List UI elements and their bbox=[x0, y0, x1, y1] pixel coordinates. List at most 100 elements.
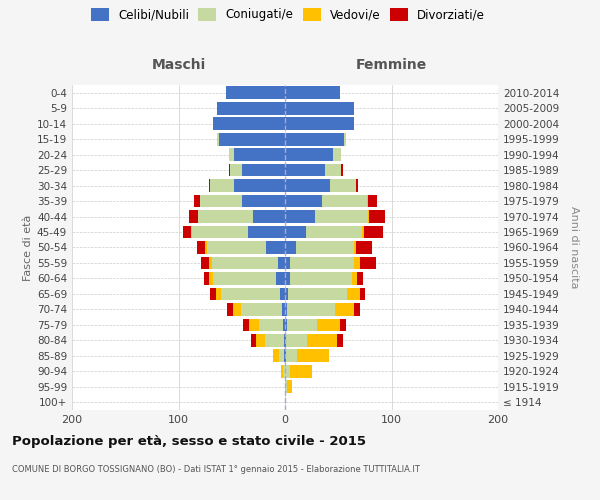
Bar bbox=[333, 148, 341, 161]
Bar bbox=[285, 350, 286, 362]
Bar bbox=[233, 303, 241, 316]
Bar bbox=[278, 350, 284, 362]
Bar bbox=[194, 194, 200, 207]
Bar bbox=[229, 148, 234, 161]
Bar bbox=[322, 194, 367, 207]
Bar bbox=[307, 334, 337, 346]
Bar bbox=[211, 179, 234, 192]
Bar bbox=[209, 256, 212, 270]
Bar bbox=[281, 365, 283, 378]
Bar bbox=[285, 164, 325, 176]
Bar bbox=[297, 350, 329, 362]
Bar bbox=[285, 148, 333, 161]
Text: Femmine: Femmine bbox=[356, 58, 427, 72]
Bar bbox=[354, 241, 356, 254]
Bar bbox=[212, 256, 278, 270]
Bar bbox=[286, 350, 297, 362]
Bar bbox=[282, 303, 285, 316]
Bar bbox=[234, 148, 285, 161]
Bar bbox=[204, 272, 209, 285]
Bar bbox=[283, 318, 285, 331]
Bar bbox=[347, 288, 359, 300]
Bar bbox=[284, 350, 285, 362]
Bar bbox=[325, 164, 341, 176]
Bar bbox=[359, 256, 376, 270]
Bar bbox=[335, 303, 354, 316]
Bar bbox=[193, 226, 248, 238]
Bar bbox=[285, 210, 315, 223]
Bar bbox=[207, 241, 266, 254]
Bar bbox=[285, 318, 287, 331]
Bar bbox=[364, 226, 383, 238]
Bar bbox=[219, 133, 285, 145]
Y-axis label: Anni di nascita: Anni di nascita bbox=[569, 206, 579, 288]
Bar bbox=[201, 256, 209, 270]
Bar bbox=[290, 365, 311, 378]
Bar bbox=[290, 272, 352, 285]
Bar bbox=[200, 194, 242, 207]
Bar bbox=[356, 241, 373, 254]
Bar bbox=[315, 210, 368, 223]
Bar bbox=[248, 226, 285, 238]
Bar bbox=[359, 288, 365, 300]
Bar bbox=[229, 164, 230, 176]
Bar bbox=[251, 334, 256, 346]
Bar bbox=[216, 288, 221, 300]
Bar bbox=[217, 133, 219, 145]
Bar bbox=[253, 210, 285, 223]
Bar bbox=[285, 303, 287, 316]
Bar bbox=[287, 318, 317, 331]
Bar bbox=[284, 334, 285, 346]
Bar bbox=[278, 256, 285, 270]
Bar bbox=[368, 210, 369, 223]
Bar bbox=[217, 102, 285, 115]
Bar bbox=[256, 334, 265, 346]
Bar bbox=[285, 118, 354, 130]
Y-axis label: Fasce di età: Fasce di età bbox=[23, 214, 33, 280]
Bar bbox=[189, 210, 197, 223]
Bar bbox=[266, 241, 285, 254]
Bar bbox=[337, 334, 343, 346]
Bar bbox=[296, 241, 354, 254]
Bar bbox=[280, 288, 285, 300]
Bar bbox=[221, 288, 280, 300]
Bar bbox=[285, 241, 296, 254]
Bar bbox=[362, 226, 364, 238]
Bar bbox=[367, 194, 368, 207]
Bar bbox=[356, 179, 358, 192]
Text: Maschi: Maschi bbox=[151, 58, 206, 72]
Bar bbox=[241, 303, 282, 316]
Bar bbox=[244, 318, 249, 331]
Bar bbox=[277, 272, 285, 285]
Bar bbox=[287, 303, 335, 316]
Bar bbox=[368, 194, 377, 207]
Bar bbox=[230, 164, 242, 176]
Bar bbox=[249, 318, 259, 331]
Bar bbox=[354, 303, 359, 316]
Bar bbox=[285, 179, 330, 192]
Bar bbox=[285, 86, 340, 99]
Bar bbox=[197, 210, 253, 223]
Bar bbox=[191, 226, 193, 238]
Bar bbox=[286, 334, 307, 346]
Bar bbox=[212, 272, 277, 285]
Bar bbox=[307, 226, 362, 238]
Bar bbox=[369, 210, 385, 223]
Bar bbox=[340, 318, 346, 331]
Bar bbox=[209, 272, 212, 285]
Bar bbox=[205, 241, 207, 254]
Bar bbox=[283, 365, 285, 378]
Bar bbox=[183, 226, 191, 238]
Bar bbox=[209, 179, 211, 192]
Bar bbox=[212, 118, 285, 130]
Bar bbox=[354, 256, 359, 270]
Text: Popolazione per età, sesso e stato civile - 2015: Popolazione per età, sesso e stato civil… bbox=[12, 435, 366, 448]
Bar bbox=[288, 288, 347, 300]
Bar bbox=[242, 194, 285, 207]
Bar bbox=[341, 164, 343, 176]
Bar bbox=[285, 272, 290, 285]
Text: COMUNE DI BORGO TOSSIGNANO (BO) - Dati ISTAT 1° gennaio 2015 - Elaborazione TUTT: COMUNE DI BORGO TOSSIGNANO (BO) - Dati I… bbox=[12, 465, 420, 474]
Bar bbox=[285, 288, 288, 300]
Bar bbox=[285, 334, 286, 346]
Bar bbox=[265, 334, 284, 346]
